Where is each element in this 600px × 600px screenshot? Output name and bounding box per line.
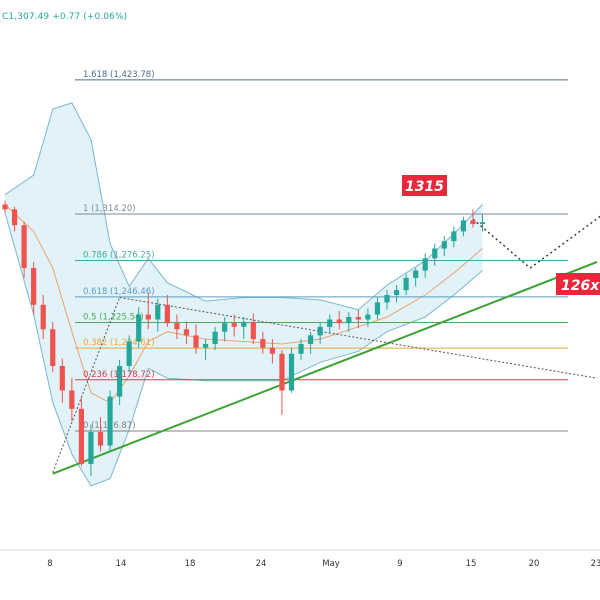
candle-body	[451, 231, 457, 242]
candle-body	[365, 314, 371, 320]
bollinger-bands	[4, 102, 483, 487]
candle-body	[250, 321, 256, 340]
x-tick-6: 15	[466, 559, 477, 569]
candle-body	[231, 323, 237, 327]
candle-body	[336, 319, 342, 324]
candle-body	[441, 241, 447, 249]
candle-body	[241, 321, 247, 327]
candle-body	[308, 335, 314, 344]
candle-body	[59, 365, 65, 391]
support-badge-box	[556, 273, 600, 295]
dotted-line-1	[119, 296, 598, 379]
candle-body	[2, 204, 8, 210]
candle-body	[413, 270, 419, 278]
candle-body	[403, 277, 409, 291]
candle-body	[432, 248, 438, 259]
x-tick-8: 23	[591, 559, 600, 569]
candle-body	[145, 314, 151, 320]
candle-body	[117, 365, 123, 397]
candle-body	[460, 220, 466, 232]
candle-body	[355, 317, 361, 320]
x-tick-4: May	[322, 559, 340, 569]
candle-body	[260, 339, 266, 348]
candle-body	[346, 317, 352, 324]
x-tick-0: 8	[47, 559, 52, 569]
candle-body	[212, 331, 218, 344]
candle-body	[107, 396, 113, 446]
candle-body	[136, 314, 142, 342]
candle-body	[31, 268, 37, 305]
candle-body	[393, 290, 400, 296]
ohlc-header: C1,307.49 +0.77 (+0.06%)	[2, 12, 128, 22]
candle-body	[174, 323, 180, 330]
x-tick-3: 24	[256, 559, 267, 569]
x-tick-1: 14	[116, 559, 127, 569]
target-badge: 1315	[402, 175, 447, 196]
candle-body	[78, 408, 84, 464]
candle-body	[422, 258, 428, 271]
candle-body	[40, 304, 46, 330]
fib-label-2: 0.786 (1,276.25)	[83, 250, 155, 260]
candle-body	[183, 329, 190, 336]
candle-body	[50, 329, 56, 366]
fib-label-1: 1 (1,314.20)	[83, 204, 136, 214]
candle-body	[374, 302, 381, 315]
fib-label-4: 0.5 (1,225.54)	[83, 312, 144, 322]
bb-upper-line	[4, 102, 483, 311]
candle-body	[97, 432, 104, 446]
candle-body	[193, 335, 199, 348]
x-tick-7: 20	[529, 559, 540, 569]
candle-body	[288, 353, 295, 391]
fibonacci-retracement: 1.618 (1,423.78) 1 (1,314.20) 0.786 (1,276…	[75, 70, 568, 432]
candle-body	[202, 343, 209, 348]
candle-body	[298, 343, 304, 354]
target-badge-box	[402, 175, 447, 196]
candle-body	[126, 341, 132, 366]
fib-label-5: 0.382 (1,204.61)	[83, 338, 155, 348]
x-tick-2: 18	[185, 559, 196, 569]
candle-body	[88, 432, 94, 464]
candle-body	[222, 323, 228, 332]
support-trendline	[52, 261, 598, 475]
candle-body	[269, 347, 275, 354]
support-badge: 126x	[556, 273, 600, 295]
candle-body	[164, 304, 170, 324]
candle-body	[69, 390, 75, 409]
x-axis: 8 14 18 24 May 9 15 20 23	[0, 549, 600, 569]
support-badge-label: 126x	[561, 278, 600, 294]
target-badge-label: 1315	[405, 179, 444, 195]
dotted-line-3	[529, 215, 600, 269]
candle-body	[155, 304, 161, 320]
candles	[2, 200, 486, 477]
trendlines	[52, 215, 600, 475]
candle-body	[327, 319, 333, 327]
candle-body	[279, 353, 285, 391]
fib-label-3: 0.618 (1,246.46)	[83, 287, 155, 297]
candle-body	[11, 209, 18, 226]
candle-body	[479, 222, 486, 225]
candle-body	[470, 220, 476, 225]
candle-body	[384, 295, 390, 303]
dotted-line-0	[52, 297, 121, 473]
candle-body	[21, 225, 27, 269]
bb-fill	[5, 102, 483, 486]
x-tick-5: 9	[397, 559, 402, 569]
candle-body	[317, 326, 323, 336]
fib-label-0: 1.618 (1,423.78)	[83, 70, 155, 80]
